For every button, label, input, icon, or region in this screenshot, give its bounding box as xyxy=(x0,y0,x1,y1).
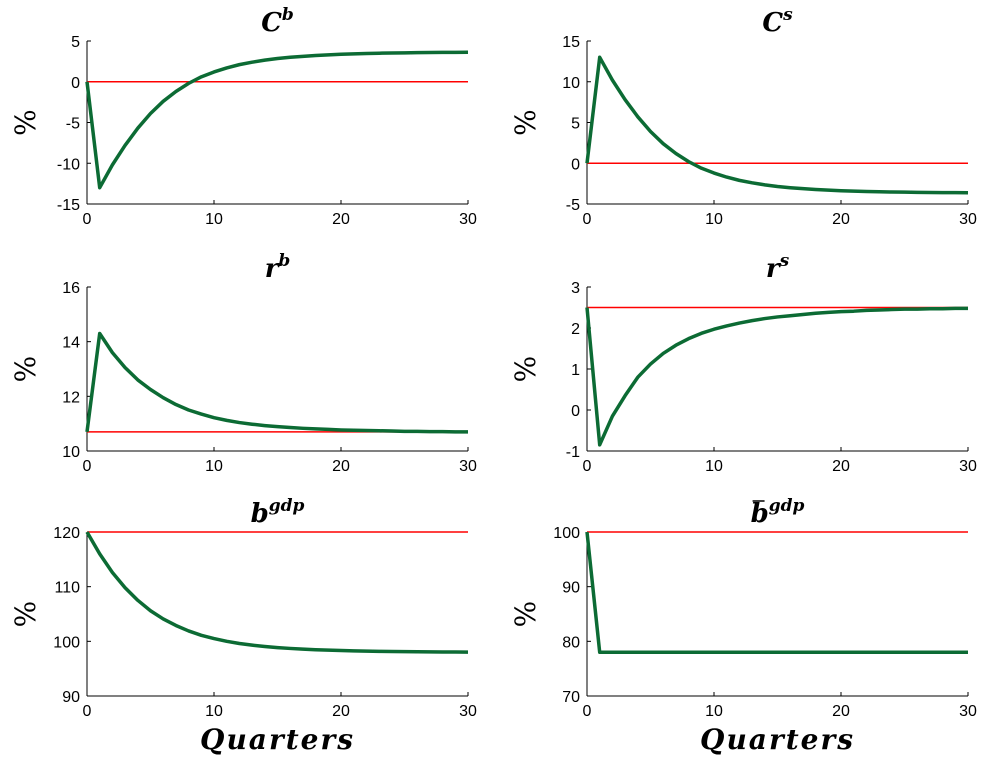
y-tick-label: -5 xyxy=(566,197,580,214)
x-tick-label: 30 xyxy=(959,703,977,720)
y-tick-label: 10 xyxy=(62,444,80,461)
series-line xyxy=(585,531,968,655)
panel-title-superscript: s xyxy=(779,251,790,271)
series-line xyxy=(85,331,468,434)
y-tick-label: 14 xyxy=(62,335,80,352)
y-tick-label: 5 xyxy=(71,34,80,51)
y-tick-label: 0 xyxy=(571,403,580,420)
chart-panel-5: 0 10 20 30 90 100 110 120 bgdp% Quarters xyxy=(9,496,477,756)
panel-title: Cs xyxy=(762,5,793,38)
chart-panel-6: 0 10 20 30 70 80 90 100 bgdp% Quarters xyxy=(509,496,977,756)
series-line xyxy=(585,55,969,195)
panel-title-superscript: gdp xyxy=(769,496,805,516)
y-tick-label: 15 xyxy=(562,34,580,51)
y-tick-label: 90 xyxy=(562,580,580,597)
series-line xyxy=(85,531,469,654)
y-tick-label: 80 xyxy=(562,634,580,651)
y-tick-label: 90 xyxy=(62,689,80,706)
y-tick-label: -5 xyxy=(66,116,80,133)
x-tick-label: 10 xyxy=(205,458,223,475)
panel-title-superscript: b xyxy=(278,251,290,271)
x-tick-label: 20 xyxy=(332,458,350,475)
x-tick-label: 10 xyxy=(705,703,723,720)
x-tick-label: 0 xyxy=(583,211,592,228)
x-axis-label: Quarters xyxy=(700,723,855,756)
x-tick-label: 20 xyxy=(832,703,850,720)
y-axis-label: % xyxy=(9,601,42,628)
panel-title: bgdp xyxy=(251,496,305,529)
x-tick-label: 0 xyxy=(83,703,92,720)
chart-panel-1: 0 10 20 30 -15 -10 -5 0 5 Cb% xyxy=(9,5,477,228)
y-tick-label: 5 xyxy=(571,116,580,133)
y-tick-label: 3 xyxy=(571,280,580,297)
y-tick-label: 70 xyxy=(562,689,580,706)
x-tick-label: 30 xyxy=(459,703,477,720)
panel-title-base: r xyxy=(265,254,281,284)
panel-title-base: r xyxy=(766,254,782,284)
y-tick-label: -1 xyxy=(566,444,580,461)
y-axis-label: % xyxy=(509,109,542,136)
x-tick-label: 10 xyxy=(205,703,223,720)
x-tick-label: 0 xyxy=(83,458,92,475)
y-tick-label: 16 xyxy=(62,280,80,297)
x-tick-label: 0 xyxy=(583,458,592,475)
y-tick-label: 0 xyxy=(571,156,580,173)
y-tick-label: 110 xyxy=(54,580,80,597)
x-tick-label: 20 xyxy=(832,211,850,228)
y-tick-label: 12 xyxy=(62,389,80,406)
x-tick-label: 30 xyxy=(459,211,477,228)
panel-title-base: b xyxy=(751,499,769,529)
y-axis-label: % xyxy=(509,601,542,628)
x-tick-label: 0 xyxy=(83,211,92,228)
x-tick-label: 10 xyxy=(705,458,723,475)
panel-title: rb xyxy=(265,251,291,284)
x-tick-label: 10 xyxy=(205,211,223,228)
x-tick-label: 10 xyxy=(705,211,723,228)
y-axis-label: % xyxy=(509,356,542,383)
y-tick-label: 120 xyxy=(53,525,80,542)
panel-title-superscript: b xyxy=(282,5,294,25)
x-tick-label: 30 xyxy=(959,458,977,475)
y-axis-label: % xyxy=(9,109,42,136)
y-tick-label: 0 xyxy=(71,75,80,92)
y-tick-label: -10 xyxy=(57,156,80,173)
x-tick-label: 30 xyxy=(459,458,477,475)
y-axis-label: % xyxy=(9,356,42,383)
series-line xyxy=(585,306,968,447)
panel-title-base: C xyxy=(762,8,783,38)
y-tick-label: 1 xyxy=(571,362,580,379)
panel-title: rs xyxy=(766,251,790,284)
panel-title-superscript: gdp xyxy=(269,496,305,516)
y-tick-label: 2 xyxy=(571,321,580,338)
y-tick-label: 100 xyxy=(53,634,80,651)
y-tick-label: 10 xyxy=(562,75,580,92)
x-tick-label: 30 xyxy=(959,211,977,228)
y-tick-label: -15 xyxy=(57,197,80,214)
panel-title-superscript: s xyxy=(782,5,793,25)
x-axis-label: Quarters xyxy=(200,723,355,756)
x-tick-label: 0 xyxy=(583,703,592,720)
series-line xyxy=(85,50,469,190)
x-tick-label: 20 xyxy=(332,211,350,228)
panel-title-base: C xyxy=(261,8,282,38)
x-tick-label: 20 xyxy=(832,458,850,475)
panel-title-base: b xyxy=(251,499,269,529)
x-tick-label: 20 xyxy=(332,703,350,720)
panel-title: bgdp xyxy=(751,496,805,529)
y-tick-label: 100 xyxy=(553,525,580,542)
panel-title: Cb xyxy=(261,5,294,38)
